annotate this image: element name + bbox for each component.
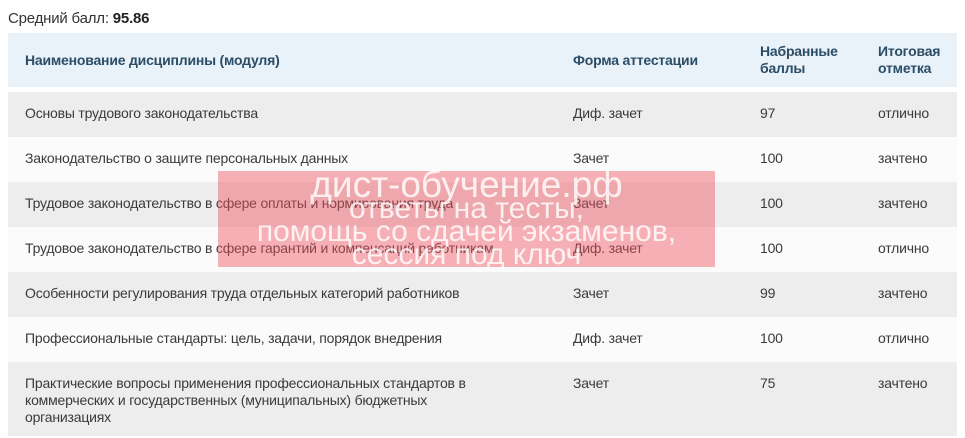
points-cell: 97 xyxy=(760,105,776,121)
table-body: Основы трудового законодательства Диф. за… xyxy=(8,92,957,436)
points-cell: 100 xyxy=(760,240,783,256)
points-cell: 75 xyxy=(760,375,776,391)
table-row: Трудовое законодательство в сфере оплаты… xyxy=(8,182,957,227)
average-score-line: Средний балл: 95.86 xyxy=(0,0,965,33)
table-row: Трудовое законодательство в сфере гарант… xyxy=(8,227,957,272)
discipline-cell: Трудовое законодательство в сфере оплаты… xyxy=(25,195,454,211)
final-mark-cell: отлично xyxy=(878,330,929,346)
column-header-attestation-form: Форма аттестации xyxy=(573,51,698,68)
final-mark-cell: отлично xyxy=(878,240,929,256)
final-mark-cell: зачтено xyxy=(878,195,928,211)
table-row: Особенности регулирования труда отдельны… xyxy=(8,272,957,317)
discipline-cell: Особенности регулирования труда отдельны… xyxy=(25,285,460,301)
column-header-discipline: Наименование дисциплины (модуля) xyxy=(25,51,280,68)
attestation-form-cell: Диф. зачет xyxy=(573,330,643,346)
grades-table: Наименование дисциплины (модуля) Форма а… xyxy=(8,33,957,436)
discipline-cell: Основы трудового законодательства xyxy=(25,105,258,121)
attestation-form-cell: Зачет xyxy=(573,375,609,391)
points-cell: 100 xyxy=(760,150,783,166)
attestation-form-cell: Диф. зачет xyxy=(573,105,643,121)
final-mark-cell: зачтено xyxy=(878,375,928,391)
discipline-cell: Трудовое законодательство в сфере гарант… xyxy=(25,240,494,256)
final-mark-cell: отлично xyxy=(878,105,929,121)
column-header-final-mark: Итоговая отметка xyxy=(878,43,941,76)
attestation-form-cell: Зачет xyxy=(573,150,609,166)
discipline-cell: Законодательство о защите персональных д… xyxy=(25,150,348,166)
average-score-value: 95.86 xyxy=(112,10,150,27)
attestation-form-cell: Диф. зачет xyxy=(573,240,643,256)
discipline-cell: Практические вопросы применения професси… xyxy=(25,375,466,425)
final-mark-cell: зачтено xyxy=(878,285,928,301)
attestation-form-cell: Зачет xyxy=(573,195,609,211)
points-cell: 100 xyxy=(760,195,783,211)
table-row: Профессиональные стандарты: цель, задачи… xyxy=(8,317,957,362)
table-row: Практические вопросы применения професси… xyxy=(8,362,957,436)
table-row: Основы трудового законодательства Диф. за… xyxy=(8,92,957,137)
column-header-points: Набранные баллы xyxy=(760,43,838,76)
final-mark-cell: зачтено xyxy=(878,150,928,166)
points-cell: 100 xyxy=(760,330,783,346)
average-score-label: Средний балл: xyxy=(8,10,109,27)
discipline-cell: Профессиональные стандарты: цель, задачи… xyxy=(25,330,442,346)
points-cell: 99 xyxy=(760,285,776,301)
table-header-row: Наименование дисциплины (модуля) Форма а… xyxy=(8,33,957,87)
table-row: Законодательство о защите персональных д… xyxy=(8,137,957,182)
attestation-form-cell: Зачет xyxy=(573,285,609,301)
